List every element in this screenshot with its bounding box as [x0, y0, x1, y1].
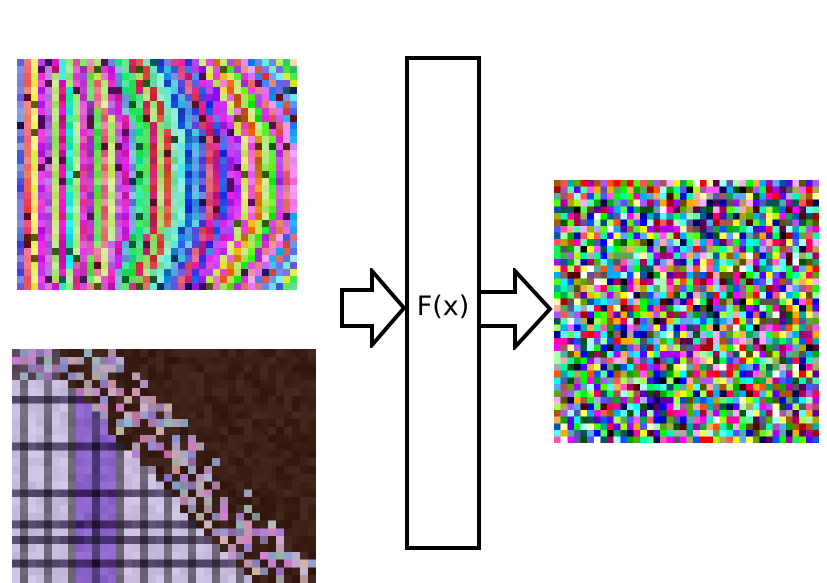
photo-input-image: [12, 349, 316, 583]
function-box: F(x): [405, 56, 481, 550]
stripe-input-image: [17, 59, 297, 290]
function-label: F(x): [416, 291, 470, 322]
input-arrow-icon: [340, 268, 407, 348]
input-arrow-shape: [340, 268, 407, 348]
noise-output-image: [554, 180, 819, 443]
output-arrow-icon: [477, 268, 553, 350]
output-arrow-shape: [477, 268, 553, 350]
